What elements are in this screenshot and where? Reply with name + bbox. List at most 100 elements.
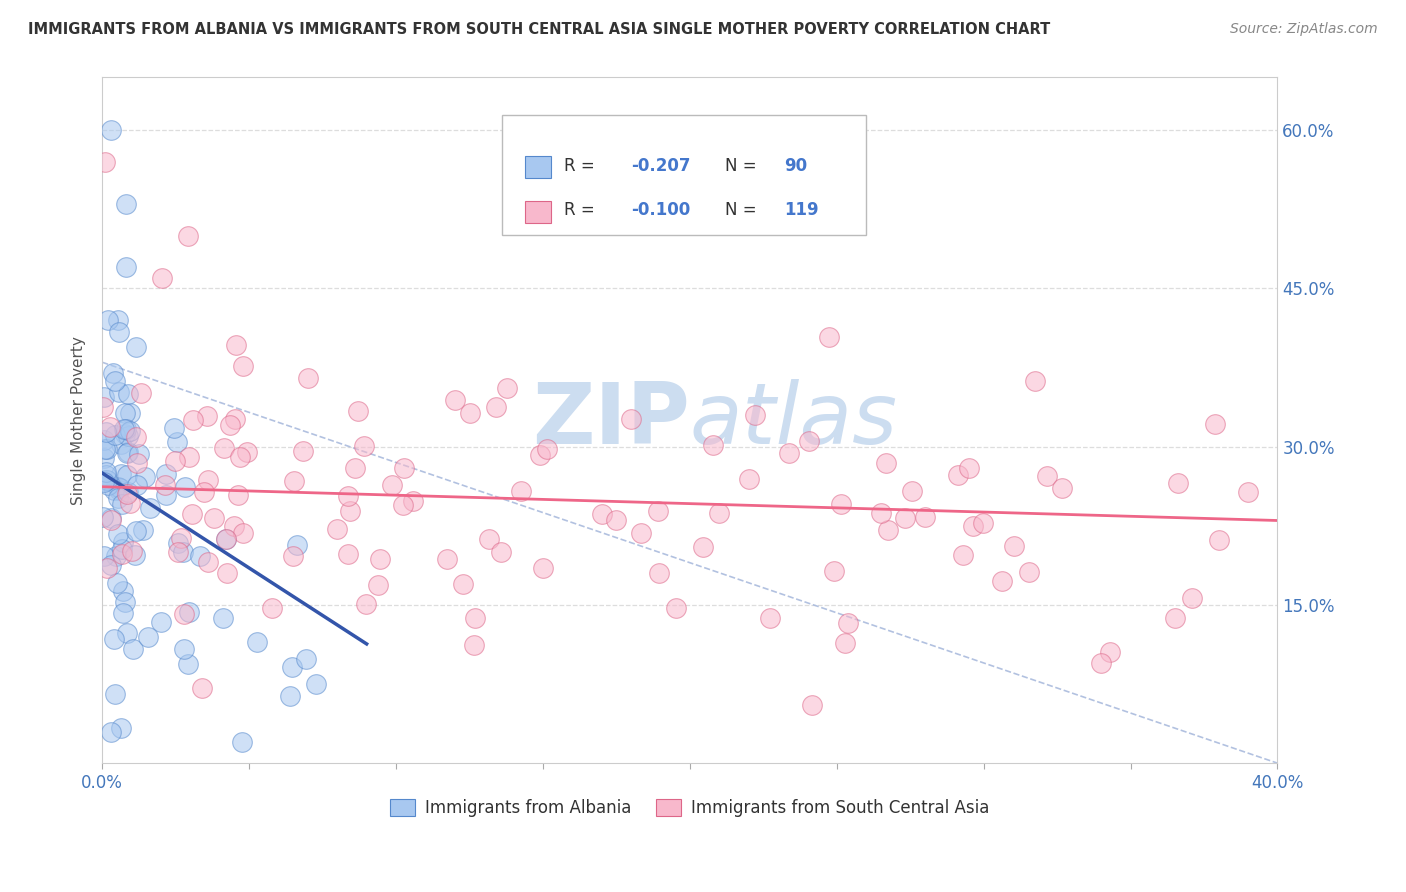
Point	[283, 475, 305, 489]
Point	[236, 444, 259, 458]
Point	[193, 484, 215, 499]
Point	[214, 441, 236, 455]
Point	[93, 154, 115, 169]
Point	[105, 549, 128, 563]
Point	[952, 549, 974, 563]
Point	[759, 611, 782, 625]
Text: IMMIGRANTS FROM ALBANIA VS IMMIGRANTS FROM SOUTH CENTRAL ASIA SINGLE MOTHER POVE: IMMIGRANTS FROM ALBANIA VS IMMIGRANTS FR…	[28, 22, 1050, 37]
Point	[297, 371, 319, 385]
Point	[211, 611, 233, 625]
Text: 119: 119	[783, 202, 818, 219]
Point	[797, 434, 820, 448]
Point	[197, 473, 219, 487]
Point	[458, 406, 481, 420]
Point	[972, 516, 994, 531]
Point	[166, 435, 188, 450]
Point	[1208, 533, 1230, 547]
Point	[96, 561, 118, 575]
Point	[149, 615, 172, 629]
Point	[93, 442, 115, 457]
Point	[100, 513, 122, 527]
Point	[837, 615, 859, 630]
Point	[219, 418, 242, 433]
Point	[93, 391, 115, 405]
Point	[112, 535, 135, 549]
Point	[101, 367, 124, 381]
Point	[692, 540, 714, 554]
Point	[991, 574, 1014, 588]
Point	[117, 386, 139, 401]
Point	[167, 536, 190, 550]
Point	[176, 657, 198, 672]
Point	[368, 551, 391, 566]
Point	[1050, 481, 1073, 495]
Point	[464, 610, 486, 624]
Point	[173, 607, 195, 621]
Point	[114, 422, 136, 436]
Point	[112, 583, 135, 598]
Point	[150, 271, 173, 285]
Point	[702, 438, 724, 452]
Legend: Immigrants from Albania, Immigrants from South Central Asia: Immigrants from Albania, Immigrants from…	[384, 792, 997, 823]
Point	[294, 652, 316, 666]
Point	[496, 381, 519, 395]
Point	[125, 340, 148, 354]
Point	[173, 641, 195, 656]
Point	[172, 545, 194, 559]
Point	[436, 552, 458, 566]
Point	[605, 513, 627, 527]
Point	[536, 442, 558, 456]
Point	[353, 439, 375, 453]
Point	[818, 330, 841, 344]
Point	[246, 635, 269, 649]
Point	[215, 533, 238, 547]
Point	[121, 543, 143, 558]
Point	[232, 525, 254, 540]
Point	[96, 474, 118, 488]
Point	[231, 735, 253, 749]
Text: R =: R =	[564, 157, 600, 175]
Point	[463, 638, 485, 652]
Text: -0.100: -0.100	[631, 202, 690, 219]
Point	[181, 507, 204, 521]
Point	[124, 548, 146, 562]
Point	[875, 456, 897, 470]
Point	[115, 626, 138, 640]
Point	[107, 313, 129, 327]
Point	[648, 566, 671, 580]
Point	[870, 506, 893, 520]
Point	[93, 475, 115, 490]
Point	[894, 510, 917, 524]
Point	[155, 478, 177, 492]
Point	[107, 384, 129, 399]
Point	[103, 483, 125, 498]
Point	[107, 491, 129, 505]
Point	[224, 518, 246, 533]
Point	[392, 498, 415, 512]
Text: R =: R =	[564, 202, 600, 219]
Point	[179, 605, 201, 619]
Point	[1036, 469, 1059, 483]
Y-axis label: Single Mother Poverty: Single Mother Poverty	[72, 336, 86, 505]
Point	[336, 547, 359, 561]
Point	[346, 404, 368, 418]
Point	[401, 494, 423, 508]
Point	[114, 427, 136, 442]
Point	[127, 477, 149, 491]
Point	[132, 523, 155, 537]
Point	[190, 681, 212, 695]
Point	[112, 422, 135, 436]
Point	[914, 509, 936, 524]
Point	[291, 443, 314, 458]
Point	[260, 600, 283, 615]
Point	[800, 698, 823, 712]
Point	[285, 538, 308, 552]
Point	[111, 547, 134, 561]
Point	[478, 533, 501, 547]
Point	[1018, 566, 1040, 580]
Point	[100, 123, 122, 137]
FancyBboxPatch shape	[526, 156, 551, 178]
Point	[93, 473, 115, 487]
Point	[100, 511, 122, 525]
Point	[491, 545, 513, 559]
